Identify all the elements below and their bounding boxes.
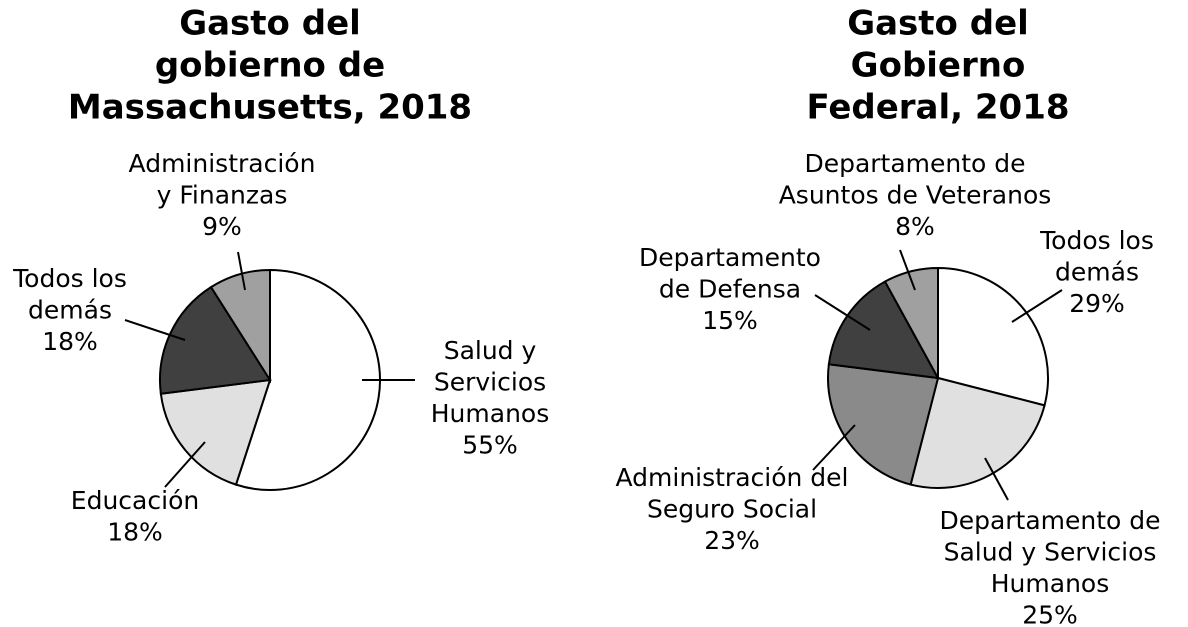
slice-value-label: 18% xyxy=(107,518,163,547)
slice-label: Departamento xyxy=(639,243,821,272)
slice-label: Servicios xyxy=(434,368,546,397)
leader-line xyxy=(899,249,916,291)
slice-label: Todos los xyxy=(12,264,127,293)
slice-label: y Finanzas xyxy=(157,181,288,210)
pie-slice xyxy=(209,268,271,384)
slice-value-label: 9% xyxy=(202,212,242,241)
slice-label: Humanos xyxy=(431,399,549,428)
slice-label: Asuntos de Veteranos xyxy=(779,181,1052,210)
slice-value-label: 18% xyxy=(42,327,98,356)
slice-value-label: 29% xyxy=(1069,289,1125,318)
slice-value-label: 25% xyxy=(1022,601,1078,627)
slice-label: Todos los xyxy=(1039,226,1154,255)
slice-label: de Defensa xyxy=(659,275,801,304)
chart-title: Massachusetts, 2018 xyxy=(68,88,472,128)
leader-line xyxy=(124,319,186,341)
leader-line xyxy=(984,457,1009,501)
leader-line xyxy=(164,441,206,488)
slice-label: Administración del xyxy=(615,463,848,492)
slice-label: demás xyxy=(1055,258,1139,287)
chart-title: Gobierno xyxy=(851,46,1026,86)
slice-label: demás xyxy=(28,296,112,325)
slice-value-label: 23% xyxy=(704,526,760,555)
chart-title: Gasto del xyxy=(179,4,361,44)
slice-label: Departamento de xyxy=(804,149,1025,178)
chart-title: Gasto del xyxy=(847,4,1029,44)
pie-slice xyxy=(159,285,272,395)
slice-label: Salud y xyxy=(444,336,537,365)
slice-label: Educación xyxy=(71,486,199,515)
slice-label: Administración xyxy=(129,149,316,178)
slice-value-label: 15% xyxy=(702,306,758,335)
pie-slice xyxy=(159,378,272,486)
chart-title: gobierno de xyxy=(155,46,385,86)
pie-slice xyxy=(827,363,940,486)
leader-line xyxy=(1011,289,1063,323)
slice-label: Departamento de xyxy=(939,506,1160,535)
pie-slice xyxy=(937,266,1049,407)
pie-slice xyxy=(234,268,381,491)
slice-label: Humanos xyxy=(991,569,1109,598)
slice-value-label: 55% xyxy=(462,431,518,460)
leader-line xyxy=(814,294,871,331)
chart-title: Federal, 2018 xyxy=(806,88,1069,128)
slice-value-label: 8% xyxy=(895,212,935,241)
pie-slice xyxy=(883,266,939,379)
slice-label: Salud y Servicios xyxy=(944,538,1157,567)
slice-label: Seguro Social xyxy=(647,495,817,524)
leader-line xyxy=(812,424,856,471)
leader-line xyxy=(237,251,246,291)
